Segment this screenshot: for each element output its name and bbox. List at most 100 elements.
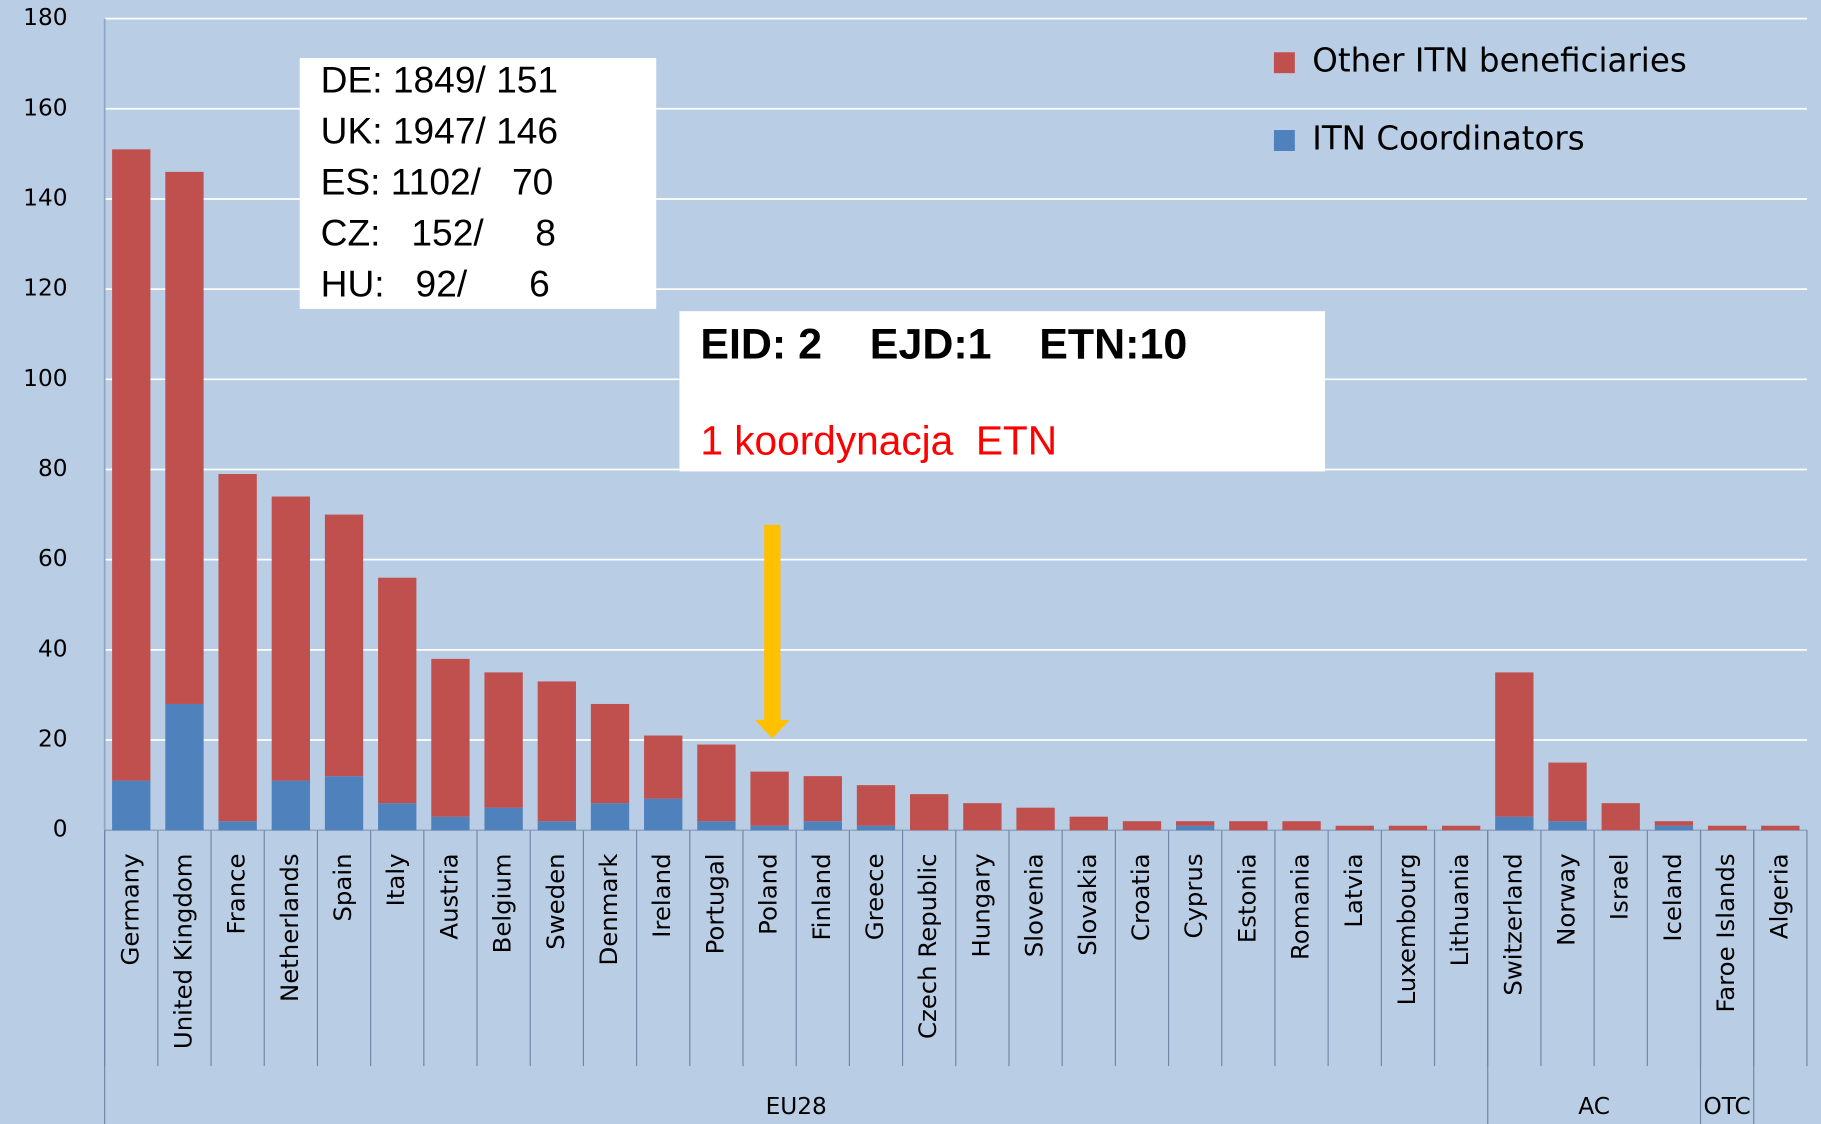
bar-segment [963,803,1002,831]
x-tick-label: Denmark [594,853,623,966]
x-tick-label: Netherlands [275,853,304,1002]
x-tick-label: Slovakia [1073,853,1102,955]
x-tick-label: Luxembourg [1392,853,1421,1005]
bar-segment [537,821,576,831]
y-tick-label: 80 [38,455,68,482]
x-tick-label: Sweden [541,853,570,949]
annotation-line: UK: 1947/ 146 [321,109,558,151]
bar-segment [1388,825,1428,831]
bar-segment [1016,807,1055,831]
bar-segment [1282,821,1321,831]
y-tick-label: 140 [23,184,67,211]
x-tick-label: Croatia [1126,853,1155,941]
x-tick-label: Switzerland [1498,853,1527,995]
x-tick-label: Portugal [700,853,729,954]
bar-segment [1069,816,1108,831]
bar-segment [165,171,204,704]
group-label: OTC [1703,1093,1750,1120]
annotation-line: DE: 1849/ 151 [321,58,558,100]
bar-segment [218,474,257,822]
x-tick-label: Israel [1605,853,1634,920]
annotation-line: CZ: 152/ 8 [321,212,556,254]
bar-segment [1122,821,1162,831]
x-tick-label: Latvia [1339,853,1368,927]
annotation-box [679,311,1326,472]
x-tick-label: Belgium [488,853,517,953]
legend-swatch [1273,52,1295,74]
bar-segment [378,577,417,804]
bar-segment [803,776,842,822]
x-tick-label: Finland [807,853,836,940]
bar-segment [378,803,417,831]
bar-segment [112,780,151,831]
x-tick-label: France [222,853,251,934]
bar-segment [910,794,949,831]
annotation-box [299,58,657,309]
x-tick-label: Czech Republic [913,853,942,1039]
y-tick-label: 120 [23,275,67,302]
bar-segment [750,825,789,831]
legend-label: ITN Coordinators [1312,120,1584,158]
bar-segment [324,776,364,831]
bar-segment [271,780,311,831]
bar-segment [697,744,736,822]
y-tick-label: 160 [23,94,67,121]
bar-segment [484,807,523,831]
x-tick-label: Faroe Islands [1711,853,1740,1012]
bar-segment [590,803,630,831]
x-tick-label: Austria [434,853,463,939]
y-tick-label: 100 [23,365,67,392]
bar-segment [856,785,896,826]
bar-segment [1548,821,1587,831]
y-tick-label: 180 [23,4,67,31]
annotation-poland: EID: 2 EJD:1 ETN:10 [700,321,1187,369]
bar-segment [644,735,683,799]
bar-segment [1229,821,1268,831]
y-tick-label: 0 [53,816,68,843]
x-tick-label: Slovenia [1020,853,1049,957]
bar-segment [1495,672,1534,817]
arrow [754,524,790,739]
bar-segment [1495,816,1534,831]
bar-segment [1176,821,1215,826]
bar-segment [165,703,204,831]
arrow-head [754,719,790,739]
annotation-line: HU: 92/ 6 [321,263,550,305]
group-label: EU28 [766,1093,827,1120]
x-tick-label: Germany [115,853,144,965]
group-label: AC [1578,1093,1610,1120]
bar-segment [324,514,364,777]
bar-segment [856,825,896,831]
x-tick-label: Italy [381,853,410,906]
bar-segment [112,149,151,781]
bar-segment [1335,825,1374,831]
x-tick-label: Romania [1286,853,1315,960]
bar-segment [750,771,789,826]
legend-swatch [1273,130,1295,151]
bar-segment [1654,821,1694,826]
bar-segment [218,821,257,831]
bar-segment [1176,825,1215,831]
x-tick-label: Estonia [1232,853,1261,943]
x-tick-label: Ireland [647,853,676,937]
bar-segment [590,703,630,804]
bar-segment [644,798,683,831]
x-tick-label: Algeria [1764,853,1793,939]
bar-segment [484,672,523,808]
x-tick-label: Spain [328,853,357,921]
bar-segment [271,496,311,781]
legend-label: Other ITN beneficiaries [1312,42,1687,80]
x-tick-label: Poland [754,853,783,934]
bar-segment [1761,825,1800,831]
annotation-line: ES: 1102/ 70 [321,160,554,202]
bar-segment [431,658,470,817]
x-tick-label: United Kingdom [168,853,197,1049]
bar-segment [803,821,842,831]
bar-segment [1707,825,1747,831]
y-tick-label: 60 [38,545,68,572]
annotation-poland-note: 1 koordynacja ETN [700,417,1057,463]
y-tick-label: 40 [38,635,68,662]
bar-segment [1601,803,1640,831]
